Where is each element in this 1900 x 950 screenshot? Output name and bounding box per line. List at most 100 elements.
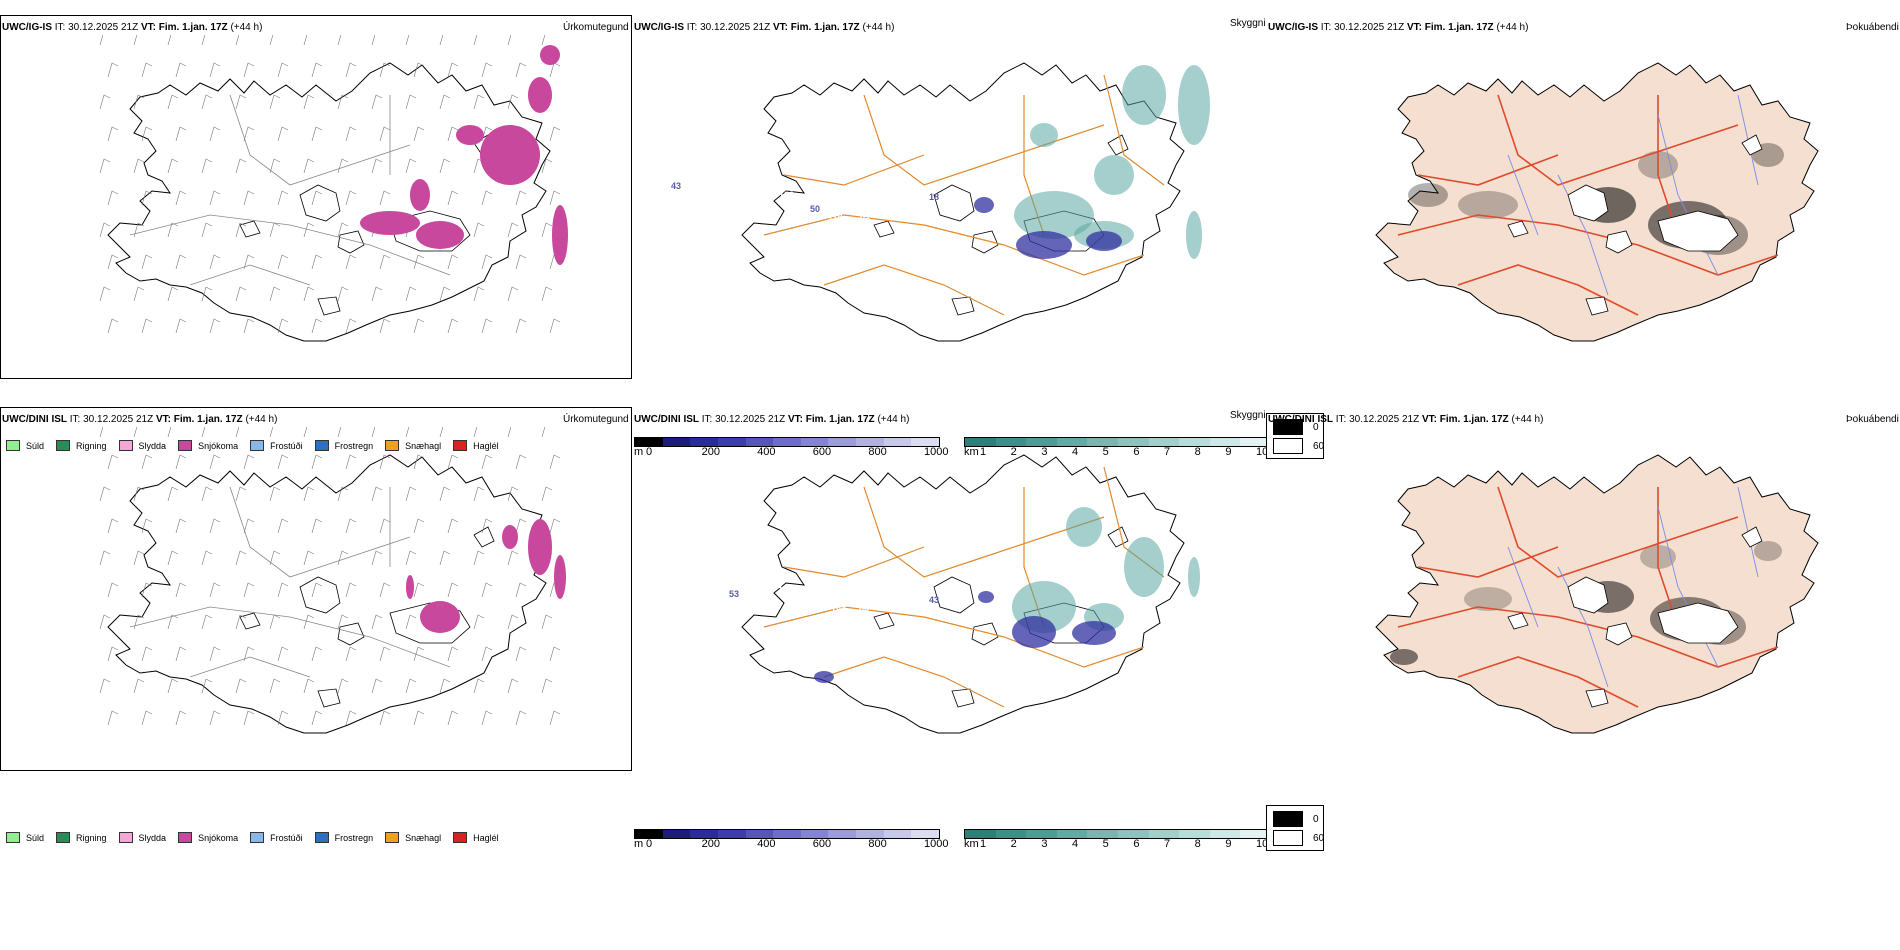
colorbar-tick: 200 xyxy=(701,838,720,850)
fog-legend-label: 60 xyxy=(1313,440,1325,452)
lead-time: (+44 h) xyxy=(877,414,910,425)
fog-legend-swatch xyxy=(1273,830,1303,846)
colorbar-tick: 8 xyxy=(1194,838,1201,850)
visibility-value-label: 69 xyxy=(852,563,863,573)
colorbar-cell xyxy=(635,438,663,446)
legend-item: Snjókoma xyxy=(178,440,238,451)
legend-label: Rigning xyxy=(76,440,107,451)
valid-time: Fim. 1.jan. 17Z xyxy=(1439,414,1509,425)
visibility-value-label: 53 xyxy=(729,589,740,599)
colorbar-cell xyxy=(662,830,691,838)
it-label: IT: xyxy=(686,22,698,33)
colorbar-cell xyxy=(745,830,774,838)
colorbar-cbar_m: m 0 200 400 600 800 1000 xyxy=(634,829,948,850)
legend-swatch xyxy=(56,440,71,451)
visibility-value-label: 43 xyxy=(671,181,682,191)
colorbar-cell xyxy=(717,830,746,838)
colorbar-cbar_m: m 0 200 400 600 800 1000 xyxy=(634,437,948,458)
colorbar-tick: 2 xyxy=(1010,446,1017,458)
iceland-map-precip xyxy=(99,35,568,342)
colorbar-tick: 6 xyxy=(1133,838,1140,850)
colorbar-tick: 400 xyxy=(757,446,776,458)
legend-label: Frostúði xyxy=(270,440,303,451)
colorbar-tick: 600 xyxy=(812,838,832,850)
iceland-map-clouds xyxy=(741,62,1210,342)
legend-swatch xyxy=(178,832,193,843)
fog-indicator-panel: UWC/IG-IS IT: 30.12.2025 21Z VT: Fim. 1.… xyxy=(1268,0,1900,470)
colorbar-cell xyxy=(911,830,939,838)
colorbar-cell xyxy=(800,830,829,838)
colorbar-tick: 0 xyxy=(646,838,653,850)
colorbar-tick: 7 xyxy=(1164,838,1171,850)
iceland-map-fog xyxy=(1375,454,1819,734)
panel-title: UWC/IG-IS IT: 30.12.2025 21Z VT: Fim. 1.… xyxy=(1268,22,1528,33)
valid-time: Fim. 1.jan. 17Z xyxy=(173,414,243,425)
legend-label: Haglél xyxy=(473,832,499,843)
colorbar-tick: 10 xyxy=(1256,446,1269,458)
colorbar-cells xyxy=(634,437,940,447)
legend-label: Slydda xyxy=(138,832,167,843)
legend-swatch xyxy=(250,440,265,451)
iceland-map-fog xyxy=(1375,62,1819,342)
colorbar-cell xyxy=(1209,830,1241,838)
colorbar-tick: 1000 xyxy=(924,838,949,850)
init-time: 30.12.2025 21Z xyxy=(715,414,786,425)
colorbar-cell xyxy=(800,438,829,446)
colorbar-tick: 8 xyxy=(1194,446,1201,458)
fog-legend: 0 60 xyxy=(1266,805,1324,851)
colorbar-tick: 800 xyxy=(868,446,887,458)
it-label: IT: xyxy=(701,414,713,425)
legend-label: Haglél xyxy=(473,440,499,451)
colorbar-cell xyxy=(995,830,1027,838)
colorbar-tick: 2 xyxy=(1010,838,1017,850)
model-name: UWC/IG-IS xyxy=(634,22,684,33)
colorbar-tick: 600 xyxy=(812,446,832,458)
colorbar-cbar_km: km 1 2 3 4 5 6 7 8 9 10 xyxy=(964,829,1272,850)
visibility-value-label: 45 xyxy=(929,511,940,521)
colorbar-cell xyxy=(690,830,718,838)
lead-time: (+44 h) xyxy=(245,414,278,425)
legend-item: Snjókoma xyxy=(178,832,238,843)
colorbar-tick: 5 xyxy=(1102,446,1109,458)
visibility-value-label: 118 xyxy=(835,580,850,590)
colorbar-cell xyxy=(1026,830,1057,838)
colorbar-cell xyxy=(965,830,996,838)
colorbar-tick: 7 xyxy=(1164,446,1171,458)
legend-item: Rigning xyxy=(56,440,107,451)
colorbar-cell xyxy=(911,438,939,446)
fog-legend-row: 60 xyxy=(1273,438,1324,454)
precip-type-panel: UWC/IG-IS IT: 30.12.2025 21Z VT: Fim. 1.… xyxy=(0,0,635,451)
colorbar-cell xyxy=(995,438,1027,446)
legend-item: Frostregn xyxy=(314,440,373,451)
colorbar-cell xyxy=(856,438,884,446)
colorbar-cell xyxy=(717,438,746,446)
fog-indicator-panel: UWC/DINI ISL IT: 30.12.2025 21Z VT: Fim.… xyxy=(1268,392,1900,862)
legend-item: Frostúði xyxy=(250,440,303,451)
colorbar-cell xyxy=(1026,438,1057,446)
visibility-value-label: 54 xyxy=(931,116,942,126)
fog-legend-row: 0 xyxy=(1273,811,1319,827)
colorbar-tick: 5 xyxy=(1102,838,1109,850)
colorbar-tick: 10 xyxy=(1256,838,1269,850)
legend-swatch xyxy=(453,440,468,451)
legend-label: Snæhagl xyxy=(405,832,442,843)
panel-title: UWC/DINI ISL IT: 30.12.2025 21Z VT: Fim.… xyxy=(1268,414,1543,425)
colorbar-cell xyxy=(1087,830,1118,838)
fog-legend-swatch xyxy=(1273,811,1303,827)
visibility-panel: UWC/IG-IS IT: 30.12.2025 21Z VT: Fim. 1.… xyxy=(634,0,1324,470)
colorbar-cell xyxy=(883,438,912,446)
colorbar-cell xyxy=(773,830,801,838)
colorbar-cell xyxy=(965,438,996,446)
init-time: 30.12.2025 21Z xyxy=(83,414,154,425)
legend-item: Súld xyxy=(6,832,44,843)
valid-time: Fim. 1.jan. 17Z xyxy=(790,22,860,33)
visibility-value-label: 81 xyxy=(860,211,871,221)
precip-map-frame xyxy=(0,15,632,379)
legend-item: Frostregn xyxy=(314,832,373,843)
colorbar-cell xyxy=(1240,438,1271,446)
colorbar-cell xyxy=(1209,438,1241,446)
fog-legend: 0 60 xyxy=(1266,413,1324,459)
fog-legend-row: 60 xyxy=(1273,830,1324,846)
valid-time: Fim. 1.jan. 17Z xyxy=(1424,22,1494,33)
legend-label: Súld xyxy=(26,440,45,451)
